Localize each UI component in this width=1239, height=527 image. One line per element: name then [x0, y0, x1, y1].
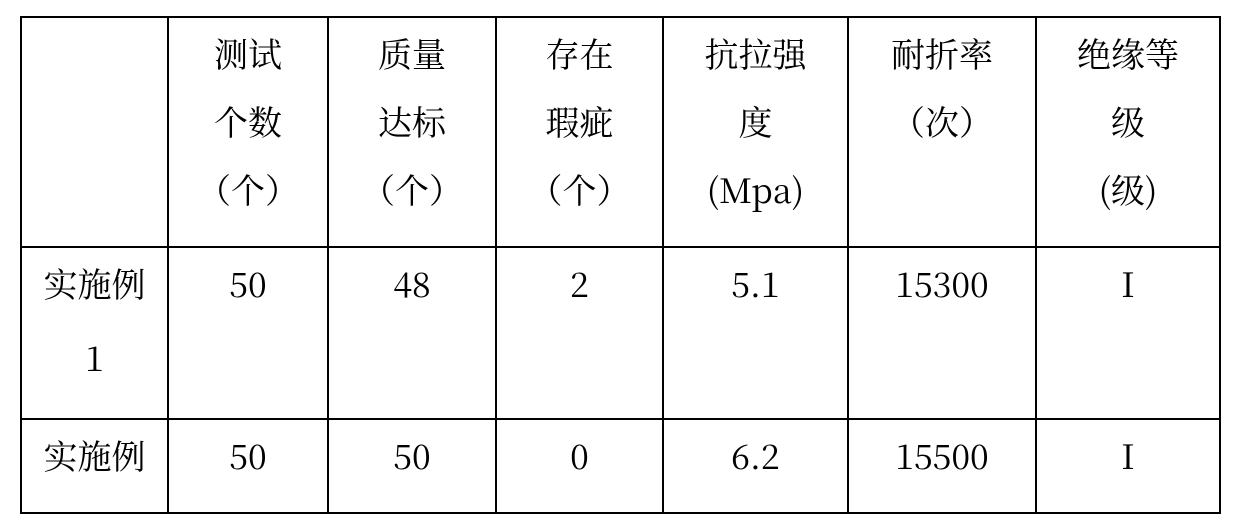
cell-pass-count: 48 — [328, 247, 496, 419]
col-defect-count-header: 存在 瑕疵 （个） — [496, 17, 663, 247]
hdr-line: 度 — [739, 104, 773, 138]
table-row: 实施例 50 50 0 6.2 15500 I — [21, 419, 1220, 513]
hdr-line: 存在 — [546, 36, 614, 70]
cell-insulation: I — [1036, 419, 1220, 513]
cell-value: 50 — [393, 438, 430, 472]
hdr-line: （次） — [891, 104, 993, 138]
hdr-line: 测试 — [214, 36, 282, 70]
hdr-line: 级 — [1111, 104, 1145, 138]
hdr-line: （个） — [361, 172, 463, 206]
hdr-line: 绝缘等 — [1077, 36, 1179, 70]
row-label: 实施例 1 — [21, 247, 168, 419]
col-tensile-header: 抗拉强 度 (Mpa) — [663, 17, 848, 247]
cell-value: I — [1121, 438, 1135, 472]
results-table: 测试 个数 （个） 质量 达标 （个） 存在 瑕疵 （个） — [20, 16, 1221, 514]
table-header-row: 测试 个数 （个） 质量 达标 （个） 存在 瑕疵 （个） — [21, 17, 1220, 247]
col-rowlabel-header — [21, 17, 168, 247]
cell-test-count: 50 — [168, 247, 328, 419]
hdr-line: 质量 — [378, 36, 446, 70]
hdr-line: （个） — [529, 172, 631, 206]
hdr-line: 个数 — [214, 104, 282, 138]
cell-value: 5.1 — [731, 266, 780, 300]
cell-fold: 15500 — [848, 419, 1036, 513]
col-insulation-header: 绝缘等 级 (级) — [1036, 17, 1220, 247]
hdr-line: 瑕疵 — [546, 104, 614, 138]
row-label-line: 1 — [85, 340, 104, 374]
cell-value: 2 — [570, 266, 589, 300]
col-test-count-header: 测试 个数 （个） — [168, 17, 328, 247]
cell-defect-count: 2 — [496, 247, 663, 419]
cell-value: 48 — [393, 266, 430, 300]
hdr-line: 达标 — [378, 104, 446, 138]
cell-value: 6.2 — [731, 438, 780, 472]
cell-tensile: 6.2 — [663, 419, 848, 513]
col-pass-count-header: 质量 达标 （个） — [328, 17, 496, 247]
cell-defect-count: 0 — [496, 419, 663, 513]
col-fold-header: 耐折率 （次） — [848, 17, 1036, 247]
cell-value: 15300 — [895, 266, 989, 300]
cell-value: I — [1121, 266, 1135, 300]
hdr-line: (级) — [1099, 172, 1158, 206]
row-label-line: 实施例 — [44, 266, 146, 300]
cell-value: 0 — [570, 438, 589, 472]
cell-tensile: 5.1 — [663, 247, 848, 419]
cell-test-count: 50 — [168, 419, 328, 513]
cell-insulation: I — [1036, 247, 1220, 419]
table-row: 实施例 1 50 48 2 5.1 15300 I — [21, 247, 1220, 419]
hdr-line: 耐折率 — [891, 36, 993, 70]
row-label-line: 实施例 — [44, 438, 146, 472]
row-label: 实施例 — [21, 419, 168, 513]
cell-value: 50 — [229, 438, 266, 472]
cell-value: 15500 — [895, 438, 989, 472]
hdr-line: (Mpa) — [707, 172, 804, 206]
cell-fold: 15300 — [848, 247, 1036, 419]
hdr-line: （个） — [197, 172, 299, 206]
cell-pass-count: 50 — [328, 419, 496, 513]
hdr-line: 抗拉强 — [705, 36, 807, 70]
cell-value: 50 — [229, 266, 266, 300]
